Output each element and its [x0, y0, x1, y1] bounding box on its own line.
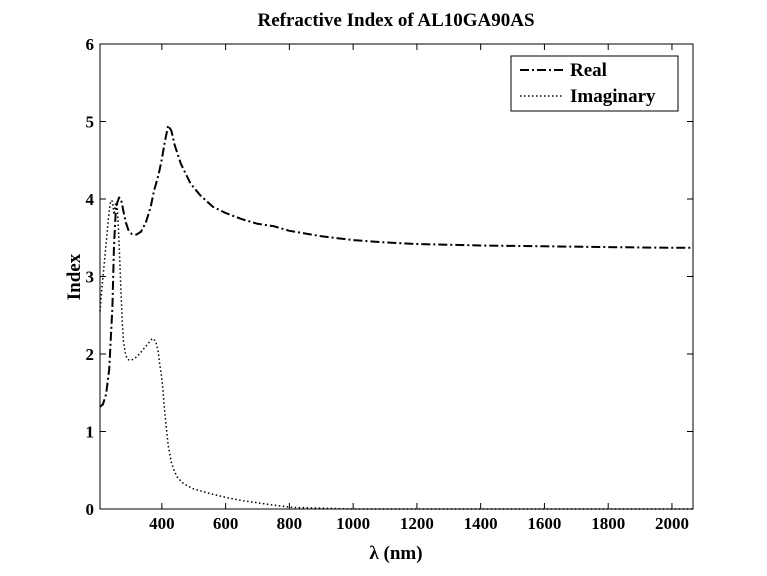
x-tick-label: 2000 — [655, 514, 689, 533]
legend-box — [510, 55, 679, 112]
legend-label-imaginary: Imaginary — [570, 86, 656, 107]
legend: Real Imaginary — [510, 55, 679, 112]
y-tick-label: 0 — [86, 500, 95, 519]
x-tick-label: 1400 — [464, 514, 498, 533]
y-tick-label: 5 — [86, 113, 95, 132]
plot-frame — [99, 43, 694, 510]
x-axis-label: λ (nm) — [369, 543, 422, 564]
x-tick-label: 800 — [277, 514, 303, 533]
series-line-imaginary — [99, 199, 693, 510]
y-tick-label: 6 — [86, 35, 95, 54]
ticks: 400 600 800 1000 1200 1400 1600 1800 2000 0 1 2 3 4 5 6 — [86, 35, 693, 533]
x-tick-label: 400 — [149, 514, 175, 533]
y-tick-label: 1 — [86, 423, 95, 442]
y-axis-label: Index — [64, 253, 85, 300]
legend-label-real: Real — [570, 60, 607, 81]
y-tick-label: 2 — [86, 345, 95, 364]
series-line-real — [99, 124, 693, 408]
x-tick-label: 1800 — [591, 514, 625, 533]
x-tick-label: 1600 — [527, 514, 561, 533]
chart-title: Refractive Index of AL10GA90AS — [257, 10, 534, 31]
x-tick-label: 1200 — [400, 514, 434, 533]
series-layer — [99, 124, 693, 510]
y-tick-label: 4 — [86, 190, 95, 209]
x-tick-label: 1000 — [336, 514, 370, 533]
y-tick-label: 3 — [86, 268, 95, 287]
x-tick-label: 600 — [213, 514, 239, 533]
